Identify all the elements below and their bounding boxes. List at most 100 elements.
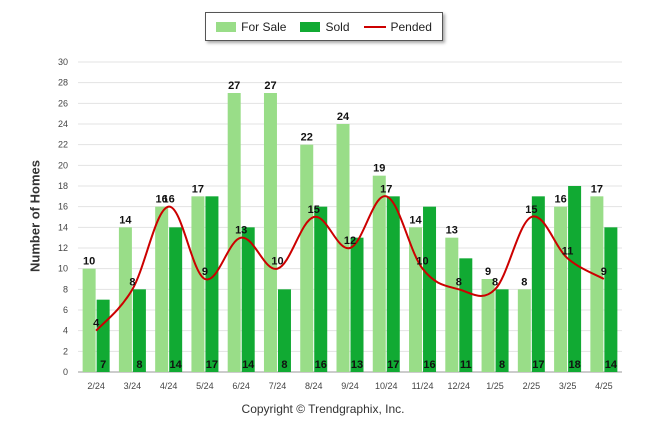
data-label-for-sale: 10 — [83, 256, 95, 268]
legend-item-pended[interactable]: Pended — [363, 19, 432, 34]
data-label-for-sale: 24 — [337, 111, 350, 123]
data-label-pended: 16 — [163, 194, 175, 206]
x-tick-label: 4/25 — [595, 381, 613, 391]
bar-for-sale — [336, 124, 350, 372]
data-label-pended: 15 — [525, 204, 537, 216]
x-tick-label: 10/24 — [375, 381, 398, 391]
bar-sold — [350, 237, 364, 372]
y-tick-label: 20 — [58, 160, 68, 170]
y-tick-label: 8 — [63, 284, 68, 294]
x-tick-label: 12/24 — [448, 381, 471, 391]
y-tick-label: 0 — [63, 367, 68, 377]
bar-sold — [205, 196, 219, 372]
data-label-for-sale: 17 — [192, 183, 204, 195]
data-label-sold: 11 — [460, 359, 472, 371]
data-label-sold: 17 — [206, 359, 218, 371]
bar-sold — [314, 206, 328, 372]
y-tick-label: 24 — [58, 119, 68, 129]
y-tick-label: 22 — [58, 140, 68, 150]
bar-for-sale — [445, 237, 459, 372]
bar-sold — [495, 289, 509, 372]
x-tick-label: 6/24 — [232, 381, 250, 391]
bar-sold — [169, 227, 183, 372]
data-label-sold: 17 — [532, 359, 544, 371]
bar-for-sale — [590, 196, 604, 372]
x-tick-label: 9/24 — [341, 381, 359, 391]
bar-sold — [96, 299, 110, 372]
data-label-pended: 17 — [380, 183, 392, 195]
x-tick-label: 7/24 — [269, 381, 287, 391]
y-tick-label: 30 — [58, 57, 68, 67]
x-tick-label: 3/25 — [559, 381, 577, 391]
legend-label-pended: Pended — [390, 19, 432, 34]
bar-for-sale — [155, 206, 169, 372]
legend-swatch-sold — [300, 21, 321, 32]
data-label-sold: 8 — [281, 359, 287, 371]
bar-for-sale — [263, 93, 277, 372]
bar-sold — [604, 227, 618, 372]
data-label-sold: 17 — [387, 359, 399, 371]
bar-sold — [531, 196, 545, 372]
data-label-pended: 10 — [416, 256, 428, 268]
y-tick-label: 4 — [63, 326, 68, 336]
bar-sold — [277, 289, 291, 372]
y-tick-label: 18 — [58, 181, 68, 191]
y-tick-label: 16 — [58, 202, 68, 212]
data-label-for-sale: 8 — [521, 276, 527, 288]
x-tick-label: 3/24 — [124, 381, 142, 391]
bar-sold — [132, 289, 146, 372]
data-label-sold: 14 — [605, 359, 618, 371]
data-label-pended: 8 — [492, 276, 498, 288]
data-label-pended: 4 — [93, 318, 100, 330]
bar-for-sale — [191, 196, 205, 372]
bar-for-sale — [554, 206, 568, 372]
data-label-pended: 15 — [308, 204, 320, 216]
data-label-pended: 12 — [344, 235, 356, 247]
data-label-for-sale: 16 — [156, 194, 168, 206]
bar-sold — [423, 206, 437, 372]
x-tick-label: 4/24 — [160, 381, 178, 391]
data-label-sold: 8 — [499, 359, 505, 371]
x-tick-label: 2/25 — [523, 381, 541, 391]
y-axis-title: Number of Homes — [27, 160, 43, 272]
data-label-pended: 8 — [456, 276, 462, 288]
legend-item-sold[interactable]: Sold — [300, 20, 350, 34]
legend-swatch-for-sale — [216, 21, 237, 32]
data-label-sold: 14 — [242, 359, 255, 371]
bar-for-sale — [409, 227, 423, 372]
bar-sold — [386, 196, 400, 372]
bar-for-sale — [517, 289, 531, 372]
bar-for-sale — [227, 93, 241, 372]
data-label-for-sale: 14 — [119, 214, 132, 226]
x-tick-label: 11/24 — [412, 381, 434, 391]
y-tick-label: 12 — [58, 243, 68, 253]
legend-label-for-sale: For Sale — [241, 19, 287, 34]
data-label-sold: 13 — [351, 359, 363, 371]
data-label-pended: 9 — [202, 266, 208, 278]
data-label-pended: 11 — [562, 245, 574, 257]
y-tick-label: 6 — [63, 305, 68, 315]
legend-item-for-sale[interactable]: For Sale — [216, 20, 286, 34]
data-label-for-sale: 13 — [446, 225, 458, 237]
data-label-pended: 13 — [235, 225, 247, 237]
y-tick-label: 26 — [58, 98, 68, 108]
data-label-for-sale: 17 — [591, 183, 603, 195]
y-tick-label: 10 — [58, 264, 68, 274]
bar-sold — [568, 186, 582, 372]
y-tick-label: 28 — [58, 78, 68, 88]
bar-for-sale — [300, 144, 314, 372]
data-label-pended: 10 — [271, 256, 283, 268]
bar-for-sale — [481, 279, 495, 372]
data-label-sold: 16 — [315, 359, 327, 371]
copyright-credit: Copyright © Trendgraphix, Inc. — [241, 402, 405, 416]
legend-swatch-pended — [363, 25, 386, 28]
data-label-sold: 14 — [170, 359, 183, 371]
data-label-sold: 7 — [100, 359, 106, 371]
data-label-for-sale: 22 — [301, 132, 313, 144]
y-tick-label: 2 — [63, 346, 68, 356]
data-label-pended: 9 — [601, 266, 607, 278]
bar-sold — [241, 227, 255, 372]
data-label-for-sale: 19 — [373, 163, 385, 175]
